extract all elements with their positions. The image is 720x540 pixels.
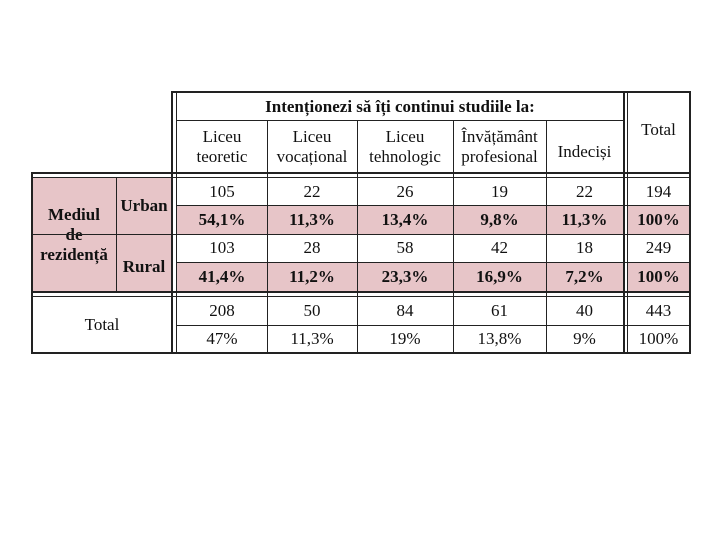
urban-percent: 9,8% [480, 209, 519, 229]
total-count: 40 [576, 301, 593, 320]
column-header-indecisi: Indeciși [546, 121, 623, 172]
rural-percent-row-bg [177, 262, 623, 291]
urban-percent: 11,3% [289, 209, 335, 229]
column-header-liceu-tehnologic: Liceu tehnologic [357, 121, 453, 172]
grid-line [171, 91, 173, 354]
row-label-rural: Rural [122, 256, 166, 276]
urban-percent: 11,3% [561, 209, 608, 229]
column-header-line2: vocațional [276, 146, 348, 166]
column-header-line1: Învățământ [461, 126, 538, 146]
urban-percent-total: 100% [637, 209, 680, 229]
group-label-line1: Mediul [48, 204, 100, 224]
urban-count: 105 [209, 181, 235, 201]
rural-count: 58 [396, 238, 414, 257]
column-header-line1: Liceu [292, 126, 332, 146]
column-header-liceu-teoretic: Liceu teoretic [177, 121, 267, 172]
grand-total-count: 443 [645, 301, 672, 320]
rural-percent: 23,3% [381, 266, 429, 286]
total-percent: 19% [389, 329, 421, 348]
grid-line [32, 172, 690, 174]
grid-line [623, 91, 625, 354]
grid-line [627, 91, 628, 354]
grid-line [32, 291, 690, 293]
group-label-line3: rezidență [40, 244, 108, 264]
grid-line [453, 121, 454, 354]
column-header-line1: Indeciși [557, 141, 612, 161]
grid-line [177, 205, 690, 206]
grid-line [689, 91, 691, 354]
column-header-invatamant-profesional: Învățământ profesional [453, 121, 546, 172]
total-count: 50 [303, 301, 321, 320]
total-percent: 47% [206, 329, 238, 348]
total-column-header: Total [641, 120, 676, 139]
grid-line [32, 234, 690, 235]
grid-line [116, 178, 117, 291]
rural-percent: 16,9% [476, 266, 523, 286]
grid-line [172, 91, 690, 93]
total-count: 61 [491, 301, 508, 320]
total-row-label: Total [84, 315, 120, 334]
rural-count: 18 [576, 238, 593, 257]
column-header-line1: Liceu [385, 126, 425, 146]
grid-line [267, 121, 268, 354]
total-percent: 9% [573, 329, 596, 348]
rural-count: 103 [209, 238, 235, 257]
grid-line [177, 262, 690, 263]
grid-line [32, 177, 690, 178]
rural-count-total: 249 [645, 238, 672, 257]
total-count: 208 [209, 301, 235, 320]
question-header: Intenționezi să îți continui studiile la… [265, 96, 535, 116]
urban-count: 26 [396, 181, 414, 201]
total-percent: 13,8% [477, 329, 522, 348]
total-percent: 11,3% [290, 329, 334, 348]
grid-line [32, 296, 690, 297]
urban-percent: 54,1% [198, 209, 246, 229]
rural-percent-total: 100% [637, 266, 680, 286]
rural-percent: 7,2% [565, 266, 604, 286]
column-header-line2: tehnologic [369, 146, 441, 166]
grid-line [546, 121, 547, 354]
urban-count-total: 194 [645, 181, 672, 201]
rural-percent: 11,2% [289, 266, 335, 286]
row-label-urban: Urban [120, 196, 168, 215]
rural-count: 28 [303, 238, 321, 257]
grid-line [32, 352, 690, 354]
grid-line [176, 91, 177, 354]
urban-count: 19 [491, 181, 508, 201]
grid-line [177, 120, 623, 121]
rural-count: 42 [491, 238, 508, 257]
column-header-line2: teoretic [196, 146, 248, 166]
column-header-line2: profesional [461, 146, 538, 166]
total-count: 84 [396, 301, 414, 320]
urban-percent: 13,4% [381, 209, 429, 229]
grid-line [31, 172, 33, 354]
urban-count: 22 [576, 181, 593, 201]
rural-percent: 41,4% [198, 266, 246, 286]
group-label: Mediul de rezidență [32, 178, 116, 291]
grid-line [357, 121, 358, 354]
grid-line [177, 325, 690, 326]
urban-percent-total-bg [628, 205, 689, 234]
column-header-liceu-vocational: Liceu vocațional [267, 121, 357, 172]
grand-total-percent: 100% [638, 329, 679, 348]
rural-percent-total-bg [628, 262, 689, 291]
column-header-line1: Liceu [202, 126, 242, 146]
urban-percent-row-bg [177, 205, 623, 234]
urban-count: 22 [303, 181, 321, 201]
